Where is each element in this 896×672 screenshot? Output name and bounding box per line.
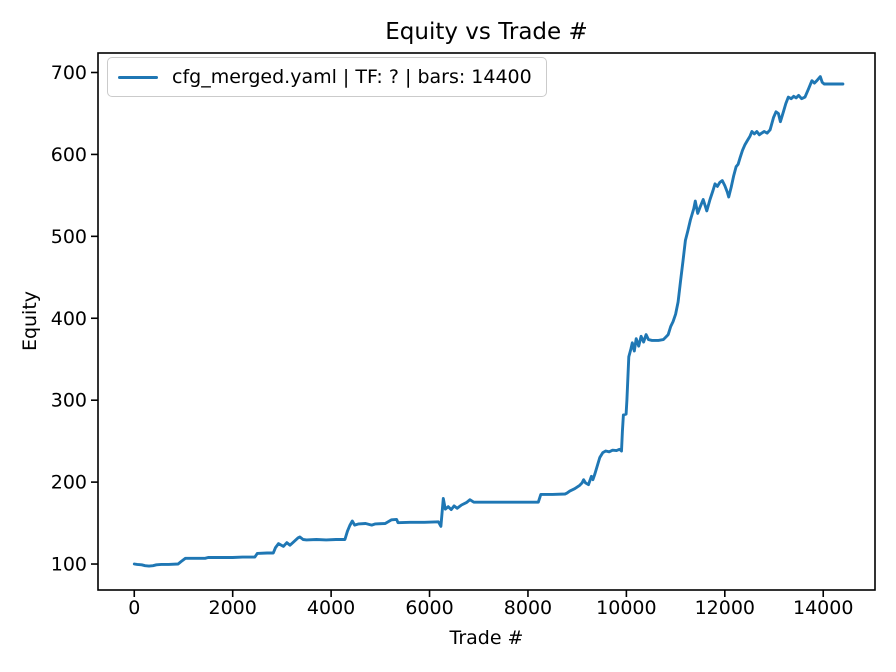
svg-text:500: 500 bbox=[51, 226, 87, 248]
svg-text:2000: 2000 bbox=[209, 597, 257, 619]
svg-text:10000: 10000 bbox=[596, 597, 656, 619]
svg-text:12000: 12000 bbox=[695, 597, 755, 619]
svg-text:400: 400 bbox=[51, 308, 87, 330]
svg-text:700: 700 bbox=[51, 62, 87, 84]
chart-title: Equity vs Trade # bbox=[385, 19, 588, 45]
y-axis-label: Equity bbox=[19, 290, 41, 352]
x-axis-label: Trade # bbox=[449, 627, 524, 649]
svg-text:8000: 8000 bbox=[504, 597, 552, 619]
legend-series-label: cfg_merged.yaml | TF: ? | bars: 14400 bbox=[172, 66, 532, 88]
svg-text:300: 300 bbox=[51, 390, 87, 412]
legend-line-sample bbox=[118, 75, 158, 79]
svg-text:200: 200 bbox=[51, 472, 87, 494]
svg-text:6000: 6000 bbox=[405, 597, 453, 619]
legend: cfg_merged.yaml | TF: ? | bars: 14400 bbox=[107, 57, 547, 97]
svg-text:600: 600 bbox=[51, 144, 87, 166]
svg-text:4000: 4000 bbox=[307, 597, 355, 619]
svg-text:0: 0 bbox=[128, 597, 140, 619]
svg-text:100: 100 bbox=[51, 554, 87, 576]
svg-text:14000: 14000 bbox=[793, 597, 853, 619]
